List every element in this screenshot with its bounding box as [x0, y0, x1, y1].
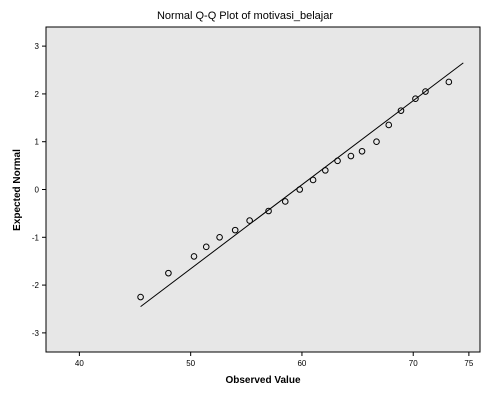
y-tick-label: -3	[32, 329, 40, 338]
data-point	[281, 198, 289, 205]
chart-title: Normal Q-Q Plot of motivasi_belajar	[157, 10, 333, 22]
data-point	[137, 293, 144, 301]
y-tick-label: 0	[35, 186, 40, 195]
data-point	[412, 95, 419, 102]
y-tick-label: 3	[35, 42, 40, 51]
data-point	[358, 147, 366, 155]
reference-line-layer	[140, 62, 464, 307]
data-point	[385, 121, 393, 129]
data-point	[422, 88, 429, 95]
y-tick-label: -2	[32, 281, 40, 290]
x-tick-label: 75	[464, 359, 473, 368]
data-point	[246, 217, 253, 224]
data-point	[165, 269, 172, 277]
points-layer	[137, 78, 453, 301]
x-axis-label: Observed Value	[225, 375, 300, 386]
data-point	[309, 176, 317, 184]
data-point	[216, 233, 223, 241]
data-point	[334, 157, 341, 165]
data-point	[397, 107, 405, 114]
y-tick-label: 2	[35, 90, 40, 99]
x-tick-label: 40	[75, 359, 84, 368]
data-point	[347, 152, 355, 160]
y-tick-label: 1	[35, 138, 40, 147]
data-point	[296, 186, 304, 193]
x-tick-label: 60	[297, 359, 306, 368]
data-point	[202, 243, 210, 251]
y-tick-label: -1	[32, 233, 40, 242]
data-point	[322, 167, 329, 174]
data-point	[373, 138, 380, 146]
y-axis: -3 -2 -1 0 1 2 3	[32, 42, 46, 338]
reference-line	[140, 62, 464, 307]
data-point	[265, 207, 272, 215]
plot-area	[45, 26, 481, 353]
data-point	[190, 253, 198, 260]
x-tick-label: 70	[409, 359, 418, 368]
x-tick-label: 50	[186, 359, 195, 368]
data-point	[445, 78, 453, 86]
x-axis: 40 50 60 70 75	[75, 352, 474, 368]
data-point	[231, 226, 239, 234]
y-axis-label: Expected Normal	[12, 149, 23, 231]
